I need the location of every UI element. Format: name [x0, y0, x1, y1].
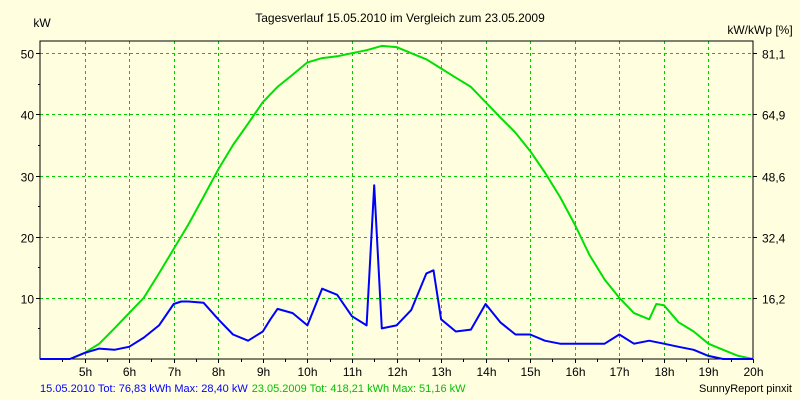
y-axis-label-right: kW/kWp [%] [727, 23, 792, 37]
x-tick-label: 12h [387, 365, 407, 379]
axes [36, 40, 757, 363]
x-tick-label: 11h [343, 365, 362, 379]
x-tick-label: 9h [257, 365, 270, 379]
y2-tick-label: 16,2 [762, 293, 786, 307]
legend-series-2010: 15.05.2010 Tot: 76,83 kWh Max: 28,40 kW [40, 383, 248, 395]
chart-title: Tagesverlauf 15.05.2010 im Vergleich zum… [255, 11, 545, 25]
y2-tick-label: 48,6 [762, 171, 786, 185]
x-tick-label: 14h [476, 365, 496, 379]
y-tick-label: 20 [21, 232, 35, 246]
series-lines [40, 44, 754, 360]
x-tick-label: 8h [212, 365, 225, 379]
x-tick-label: 13h [431, 365, 451, 379]
y2-tick-label: 81,1 [762, 48, 786, 62]
x-tick-label: 20h [743, 365, 763, 379]
x-tick-label: 10h [297, 365, 317, 379]
x-tick-label: 18h [654, 365, 674, 379]
y-axis-label-left: kW [33, 16, 51, 30]
series-line-15.05.2010 [40, 184, 753, 360]
y-tick-label: 40 [21, 109, 35, 123]
x-tick-label: 5h [79, 365, 92, 379]
series-line-23.05.2009 [40, 44, 754, 360]
y-tick-label: 10 [21, 293, 35, 307]
footer-brand: SunnyReport pinxit [699, 383, 792, 395]
tick-labels: 5h 6h 7h 8h 9h 10h 11h 12h 13h 14h 15h 16h 17h 18h 19h… [21, 48, 786, 380]
x-tick-label: 15h [520, 365, 540, 379]
y2-tick-label: 64,9 [762, 109, 786, 123]
footer-legend: 15.05.2010 Tot: 76,83 kWh Max: 28,40 kW 2… [40, 383, 470, 395]
y2-tick-label: 32,4 [762, 232, 786, 246]
plot-frame [39, 40, 754, 360]
x-tick-label: 6h [123, 365, 136, 379]
y-tick-label: 30 [21, 171, 35, 185]
legend-series-2009: 23.05.2009 Tot: 418,21 kWh Max: 51,16 kW [251, 383, 466, 395]
x-tick-label: 19h [698, 365, 718, 379]
y-tick-label: 50 [21, 48, 35, 62]
x-tick-label: 16h [565, 365, 585, 379]
x-tick-label: 7h [168, 365, 181, 379]
x-tick-label: 17h [609, 365, 629, 379]
